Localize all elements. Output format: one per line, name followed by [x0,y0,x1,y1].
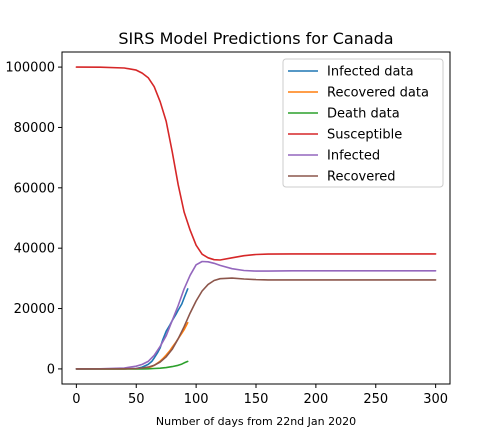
y-tick-label-3: 60000 [14,181,55,196]
series-line-1 [75,321,189,370]
legend: Infected data Recovered data Death data Sus… [282,58,444,188]
ticks-layer: 0 50 100 150 200 250 300 0 20000 40000 60000 80000 1… [5,61,448,407]
y-tick-label-2: 40000 [14,242,55,257]
legend-box [282,58,444,188]
x-tick-label-2: 100 [184,392,209,407]
y-tick-label-5: 100000 [5,61,55,76]
y-tick-label-4: 80000 [14,121,55,136]
x-tick-label-4: 200 [303,392,328,407]
x-axis-title: Number of days from 22nd Jan 2020 [156,415,356,428]
series-layer [75,66,437,370]
chart-title: SIRS Model Predictions for Canada [118,29,393,48]
legend-label-1: Recovered data [327,86,429,101]
x-tick-label-3: 150 [244,392,269,407]
series-line-2 [75,360,189,370]
legend-label-3: Susceptible [327,128,402,143]
series-line-3 [75,66,437,261]
series-line-5 [75,277,437,370]
x-tick-label-6: 300 [423,392,448,407]
x-tick-label-1: 50 [128,392,145,407]
legend-label-0: Infected data [327,65,414,80]
legend-label-5: Recovered [327,170,396,185]
y-tick-label-1: 20000 [14,302,55,317]
series-line-4 [75,260,437,370]
legend-label-2: Death data [327,107,400,122]
y-tick-label-0: 0 [47,362,55,377]
x-tick-label-0: 0 [72,392,80,407]
plot-frame [61,51,451,385]
legend-label-4: Infected [327,149,380,164]
x-tick-label-5: 250 [363,392,388,407]
series-line-0 [75,288,189,370]
